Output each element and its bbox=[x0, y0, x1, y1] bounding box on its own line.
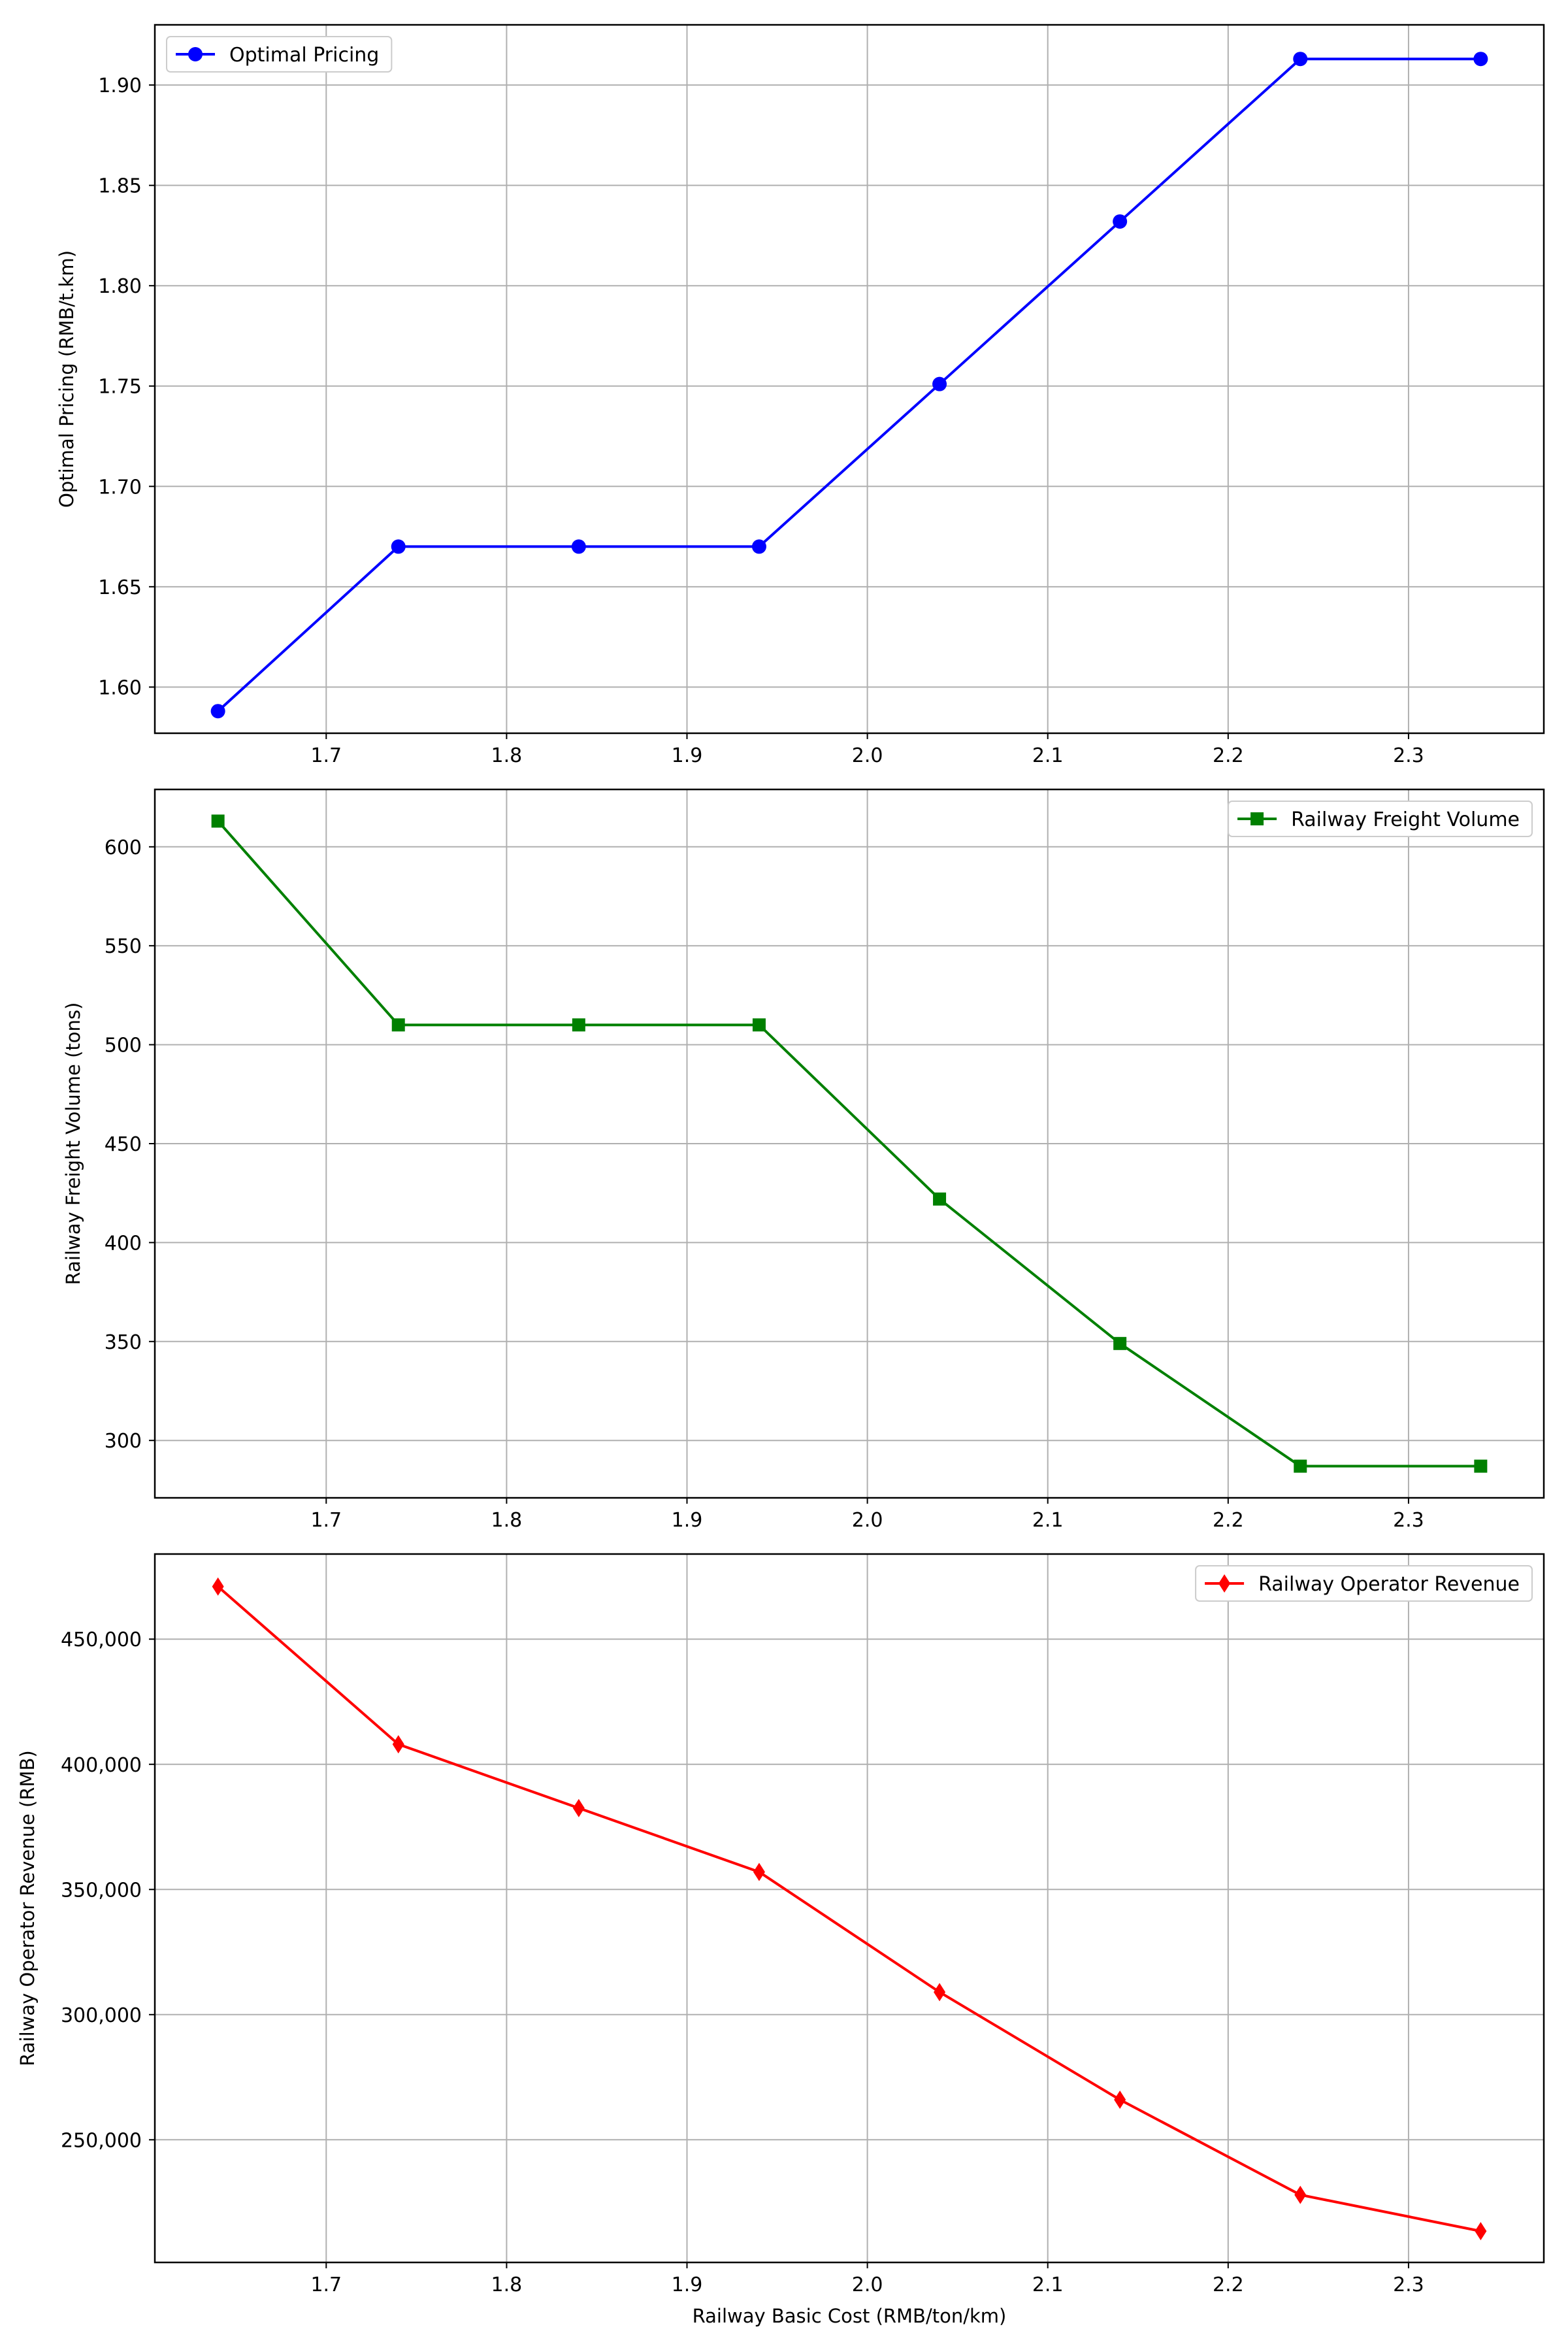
revenue-data-point bbox=[1114, 2091, 1126, 2110]
freight-volume-x-tick-label: 2.2 bbox=[1213, 1509, 1244, 1532]
pricing-data-point bbox=[1473, 52, 1488, 67]
pricing-y-axis-label: Optimal Pricing (RMB/t.km) bbox=[56, 250, 78, 508]
freight-volume-x-tick-label: 2.0 bbox=[852, 1509, 883, 1532]
freight-volume-data-point bbox=[572, 1018, 585, 1032]
pricing-data-point bbox=[751, 539, 766, 554]
freight-volume-y-tick-label: 600 bbox=[105, 836, 142, 859]
pricing-x-tick-label: 2.0 bbox=[852, 744, 883, 767]
pricing-x-tick-label: 2.3 bbox=[1393, 744, 1424, 767]
freight-volume-data-point bbox=[933, 1192, 947, 1206]
revenue-legend-label: Railway Operator Revenue bbox=[1258, 1573, 1520, 1596]
revenue-x-tick-label: 1.9 bbox=[672, 2274, 703, 2296]
revenue-x-tick-label: 2.3 bbox=[1393, 2274, 1424, 2296]
revenue-data-point bbox=[753, 1862, 765, 1881]
freight-volume-y-tick-label: 400 bbox=[105, 1232, 142, 1255]
pricing-data-point bbox=[932, 376, 947, 391]
freight-volume-data-point bbox=[391, 1018, 405, 1032]
freight-volume-data-point bbox=[211, 814, 225, 828]
pricing-data-point bbox=[210, 704, 225, 719]
revenue-y-tick-label: 300,000 bbox=[61, 2004, 142, 2027]
revenue-legend: Railway Operator Revenue bbox=[1195, 1565, 1533, 1602]
revenue-axes-frame bbox=[154, 1553, 1545, 2264]
revenue-x-tick-label: 2.1 bbox=[1032, 2274, 1064, 2296]
pricing-y-tick-label: 1.75 bbox=[98, 376, 142, 399]
pricing-legend: Optimal Pricing bbox=[166, 36, 393, 73]
freight-volume-x-tick-label: 1.9 bbox=[672, 1509, 703, 1532]
pricing-x-tick-label: 1.8 bbox=[491, 744, 523, 767]
pricing-x-tick-label: 2.2 bbox=[1213, 744, 1244, 767]
revenue-y-axis-label: Railway Operator Revenue (RMB) bbox=[16, 1750, 39, 2066]
revenue-series-line bbox=[217, 1585, 1481, 2233]
pricing-y-tick-label: 1.65 bbox=[98, 576, 142, 599]
pricing-y-tick-label: 1.85 bbox=[98, 175, 142, 198]
freight-volume-data-point bbox=[1113, 1336, 1127, 1350]
revenue-data-point bbox=[212, 1577, 224, 1596]
freight-volume-y-tick-label: 300 bbox=[105, 1430, 142, 1453]
pricing-series-line bbox=[217, 58, 1481, 712]
freight-volume-x-tick-label: 2.3 bbox=[1393, 1509, 1424, 1532]
pricing-y-tick-label: 1.60 bbox=[98, 676, 142, 699]
pricing-axes-frame bbox=[154, 24, 1545, 735]
pricing-legend-label: Optimal Pricing bbox=[229, 44, 379, 67]
revenue-y-tick-label: 250,000 bbox=[61, 2129, 142, 2152]
revenue-y-tick-label: 400,000 bbox=[61, 1754, 142, 1777]
pricing-data-point bbox=[391, 539, 406, 554]
pricing-x-tick-label: 1.7 bbox=[310, 744, 342, 767]
freight-volume-axes-frame bbox=[154, 788, 1545, 1499]
revenue-y-tick-label: 450,000 bbox=[61, 1629, 142, 1651]
revenue-x-tick-label: 2.0 bbox=[852, 2274, 883, 2296]
pricing-x-tick-label: 1.9 bbox=[672, 744, 703, 767]
freight-volume-panel: 1.7 1.8 1.9 2.0 2.1 2.2 2.3 300 350 400 450 500 550 6… bbox=[62, 788, 1545, 1532]
freight-volume-y-tick-label: 350 bbox=[105, 1331, 142, 1354]
pricing-y-tick-label: 1.70 bbox=[98, 476, 142, 499]
freight-volume-legend: Railway Freight Volume bbox=[1228, 801, 1533, 837]
freight-volume-y-tick-label: 550 bbox=[105, 935, 142, 958]
revenue-panel: 1.7 1.8 1.9 2.0 2.1 2.2 2.3 250,000 300,000 350,0… bbox=[16, 1553, 1545, 2327]
freight-volume-data-point bbox=[752, 1018, 766, 1032]
pricing-legend-marker bbox=[188, 47, 203, 61]
revenue-data-point bbox=[1475, 2222, 1487, 2241]
freight-volume-data-point bbox=[1474, 1459, 1488, 1473]
pricing-data-point bbox=[1113, 214, 1128, 229]
freight-volume-legend-marker bbox=[1250, 812, 1264, 825]
freight-volume-x-tick-label: 1.7 bbox=[310, 1509, 342, 1532]
revenue-x-axis-label: Railway Basic Cost (RMB/ton/km) bbox=[693, 2305, 1007, 2327]
freight-volume-series-line bbox=[217, 820, 1481, 1468]
pricing-x-tick-label: 2.1 bbox=[1032, 744, 1064, 767]
pricing-data-point bbox=[1293, 52, 1308, 67]
freight-volume-x-tick-label: 2.1 bbox=[1032, 1509, 1064, 1532]
revenue-legend-box bbox=[1195, 1565, 1533, 1602]
freight-volume-y-tick-label: 450 bbox=[105, 1133, 142, 1156]
revenue-legend-marker bbox=[1218, 1574, 1231, 1593]
pricing-data-point bbox=[571, 539, 586, 554]
revenue-x-tick-label: 1.8 bbox=[491, 2274, 523, 2296]
freight-volume-data-point bbox=[1294, 1459, 1307, 1473]
freight-volume-legend-label: Railway Freight Volume bbox=[1291, 808, 1520, 831]
revenue-data-point bbox=[392, 1735, 404, 1754]
revenue-y-tick-label: 350,000 bbox=[61, 1879, 142, 1902]
pricing-y-tick-label: 1.80 bbox=[98, 275, 142, 298]
freight-volume-y-axis-label: Railway Freight Volume (tons) bbox=[62, 1002, 84, 1285]
revenue-data-point bbox=[934, 1983, 946, 2002]
revenue-data-point bbox=[572, 1798, 585, 1817]
revenue-data-point bbox=[1294, 2185, 1307, 2204]
revenue-x-tick-label: 1.7 bbox=[310, 2274, 342, 2296]
freight-volume-legend-box bbox=[1228, 801, 1533, 837]
revenue-x-tick-label: 2.2 bbox=[1213, 2274, 1244, 2296]
freight-volume-x-tick-label: 1.8 bbox=[491, 1509, 523, 1532]
freight-volume-y-tick-label: 500 bbox=[105, 1034, 142, 1057]
pricing-y-tick-label: 1.90 bbox=[98, 74, 142, 97]
pricing-legend-box bbox=[166, 36, 393, 73]
pricing-panel: 1.7 1.8 1.9 2.0 2.1 2.2 2.3 1.60 1.65 1.70 1.75 1.8… bbox=[56, 24, 1545, 767]
